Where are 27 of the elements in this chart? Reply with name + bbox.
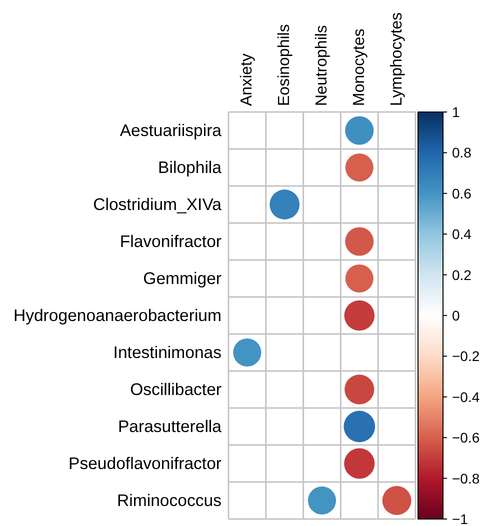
x-tick-label: Monocytes — [350, 28, 368, 106]
color-bar-label: −0.6 — [452, 430, 480, 446]
y-tick-label: Intestinimonas — [113, 343, 222, 362]
x-tick-label: Anxiety — [238, 54, 256, 106]
y-tick-label: Bilophila — [158, 158, 222, 177]
y-tick-label: Gemmiger — [143, 269, 222, 288]
y-tick-label: Riminococcus — [117, 491, 222, 510]
x-tick-label: Eosinophils — [276, 24, 294, 106]
y-tick-label: Clostridium_XIVa — [93, 195, 222, 214]
color-bar-label: 0.2 — [452, 266, 472, 283]
color-bar-label: −0.8 — [452, 470, 480, 486]
y-tick-label: Hydrogenoanaerobacterium — [13, 306, 222, 325]
color-bar-label: −1 — [452, 511, 468, 526]
color-bar-label: 0 — [452, 308, 460, 324]
y-tick-label: Parasutterella — [118, 417, 222, 436]
color-bar-label: −0.4 — [452, 388, 480, 405]
x-tick-label: Lymphocytes — [388, 12, 406, 106]
y-tick-label: Pseudoflavonifractor — [68, 454, 222, 473]
color-bar-label: 0.4 — [452, 226, 472, 242]
y-tick-label: Oscillibacter — [130, 380, 222, 399]
color-bar-label: −0.2 — [452, 348, 480, 364]
y-tick-label: Aestuariispira — [120, 121, 222, 140]
color-bar-label: 1 — [452, 104, 460, 120]
color-bar-label: 0.6 — [452, 185, 472, 202]
x-tick-label: Neutrophils — [314, 25, 330, 106]
y-tick-label: Flavonifractor — [120, 232, 222, 251]
color-bar-label: 0.8 — [452, 144, 472, 161]
